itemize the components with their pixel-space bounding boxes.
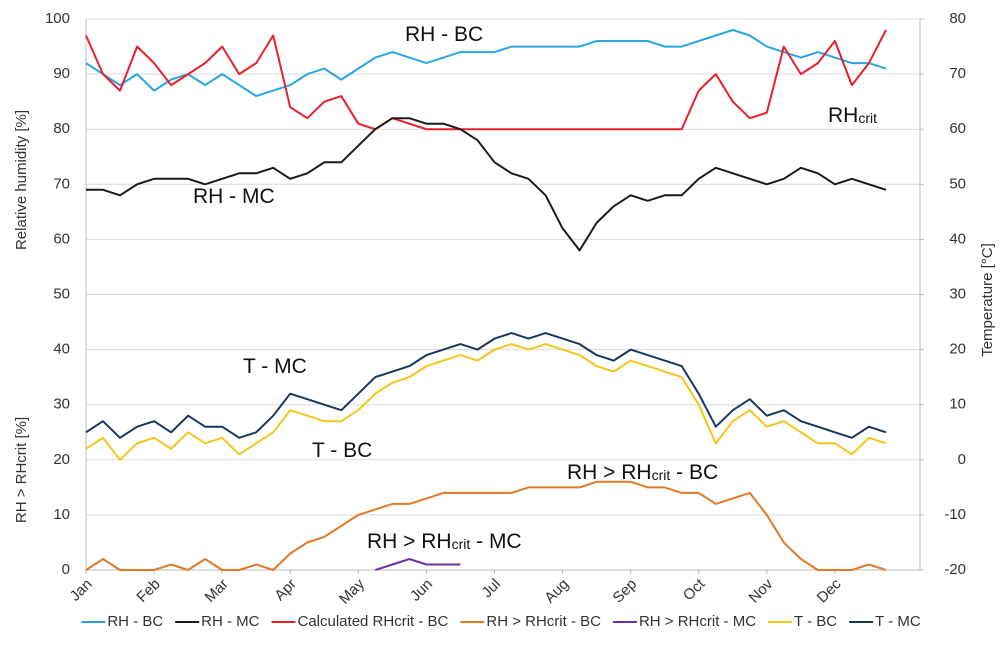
y-tick-label: 80 — [53, 120, 70, 137]
y-axis-title: Relative humidity [%] — [13, 110, 30, 250]
y2-tick-label: 30 — [949, 285, 966, 302]
y2-tick-label: 10 — [949, 396, 966, 413]
annotation-text: RH - MC — [193, 185, 275, 208]
y2-tick-label: 80 — [949, 10, 966, 27]
x-tick-label: Jan — [67, 576, 96, 605]
legend-label: Calculated RHcrit - BC — [298, 613, 449, 630]
y-tick-label: 60 — [53, 230, 70, 247]
legend-label: RH - BC — [107, 613, 163, 630]
annotation: T - BC — [312, 439, 372, 462]
legend-label: T - BC — [794, 613, 837, 630]
y-axis-title: RH > RHcrit [%] — [13, 417, 30, 523]
annotation-subscript: crit — [652, 467, 671, 483]
y2-tick-label: 0 — [958, 451, 966, 468]
annotation: T - MC — [243, 355, 307, 378]
legend-label: RH > RHcrit - BC — [486, 613, 601, 630]
annotation-text: - MC — [470, 530, 521, 553]
series-line — [86, 117, 887, 252]
x-tick-label: Oct — [680, 575, 709, 604]
y2-tick-label: 70 — [949, 65, 966, 82]
annotation: RH > RHcrit - BC — [567, 461, 718, 484]
y2-tick-label: 60 — [949, 120, 966, 137]
annotation: RH - MC — [193, 185, 275, 208]
series-line — [85, 343, 887, 461]
x-tick-label: Mar — [202, 576, 232, 606]
legend: RH - BC RH - MC Calculated RHcrit - BC RH >… — [81, 613, 921, 630]
legend-label: RH - MC — [201, 613, 259, 630]
y-tick-label: 20 — [53, 451, 70, 468]
legend-label: T - MC — [875, 613, 921, 630]
y2-tick-label: 40 — [949, 230, 966, 247]
annotation-text: RH — [828, 104, 858, 127]
y2-tick-label: -20 — [944, 561, 966, 578]
y2-tick-label: 50 — [949, 175, 966, 192]
series-line — [374, 558, 461, 571]
legend-label: RH > RHcrit - MC — [639, 613, 756, 630]
annotation-subscript: crit — [452, 536, 471, 552]
x-tick-label: Jun — [407, 576, 436, 605]
y2-tick-label: 20 — [949, 341, 966, 358]
y-tick-label: 100 — [45, 10, 70, 27]
annotation: RH > RHcrit - MC — [367, 530, 522, 553]
y-tick-label: 70 — [53, 175, 70, 192]
x-tick-label: Apr — [271, 576, 300, 605]
series-line — [85, 29, 887, 98]
x-tick-label: Sep — [609, 576, 640, 607]
annotation: RHcrit — [828, 104, 877, 127]
y-tick-label: 50 — [53, 285, 70, 302]
y2-tick-label: -10 — [944, 506, 966, 523]
annotation-text: - BC — [670, 461, 718, 484]
x-tick-label: May — [336, 575, 368, 607]
annotation: RH - BC — [405, 23, 483, 46]
x-tick-label: Feb — [133, 576, 163, 606]
series-line — [85, 480, 887, 571]
y-tick-label: 10 — [53, 506, 70, 523]
annotation-text: RH > RH — [367, 530, 452, 553]
x-tick-label: Dec — [814, 575, 845, 606]
series-line — [85, 332, 887, 439]
annotation-subscript: crit — [858, 110, 877, 126]
x-tick-label: Aug — [541, 576, 572, 607]
x-tick-label: Jul — [479, 576, 505, 602]
x-tick-label: Nov — [746, 575, 777, 606]
annotation-text: RH - BC — [405, 23, 483, 46]
y-tick-label: 0 — [62, 561, 70, 578]
y-tick-label: 90 — [53, 65, 70, 82]
annotation-text: RH > RH — [567, 461, 652, 484]
y2-axis-title: Temperature [°C] — [979, 243, 996, 357]
annotation-text: T - MC — [243, 355, 307, 378]
annotation-text: T - BC — [312, 439, 372, 462]
series-line — [85, 29, 887, 131]
y-tick-label: 30 — [53, 396, 70, 413]
y-tick-label: 40 — [53, 341, 70, 358]
